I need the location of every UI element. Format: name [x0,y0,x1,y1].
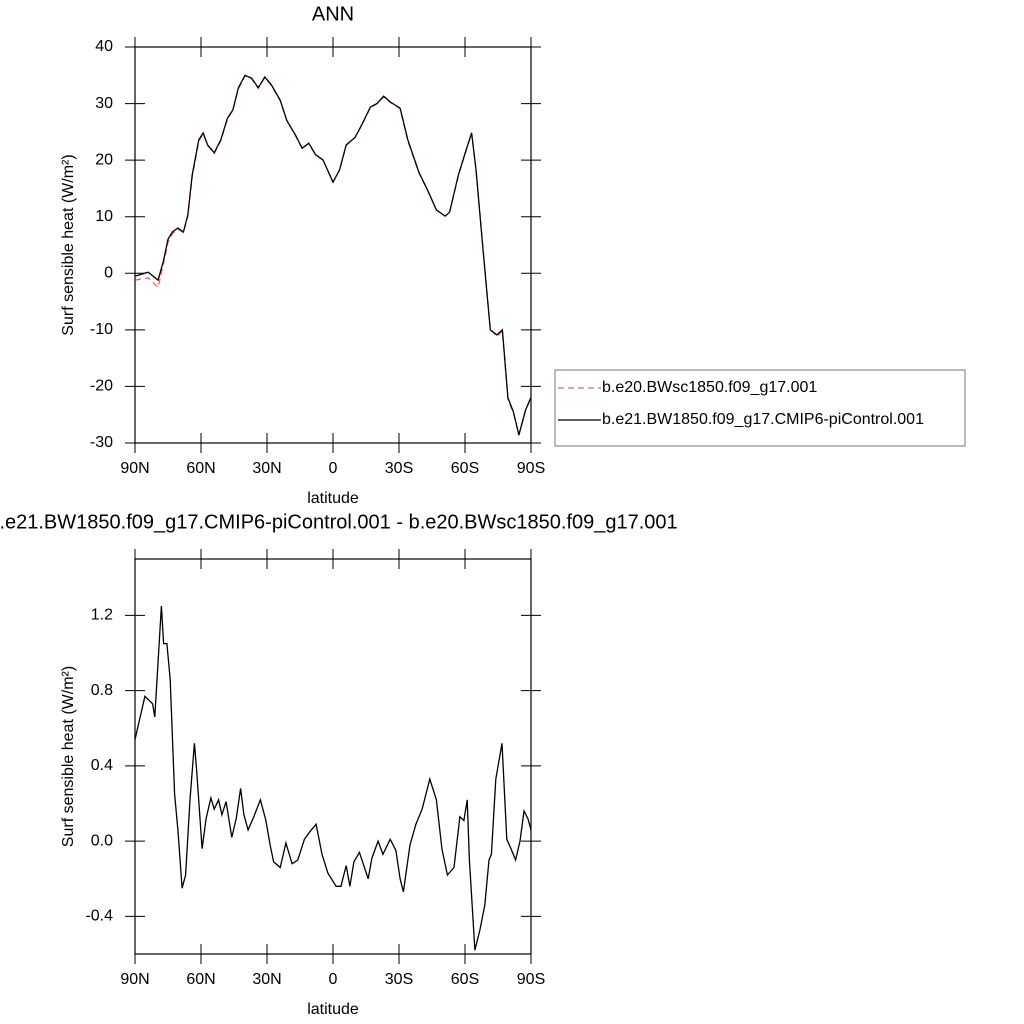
chart-title: b.e21.BW1850.f09_g17.CMIP6-piControl.001… [0,511,678,533]
y-axis-label: Surf sensible heat (W/m²) [60,154,77,335]
x-tick-label: 90N [120,971,149,988]
data-line [134,605,532,951]
data-line [134,75,532,437]
x-tick-label: 30S [385,971,413,988]
y-tick-label: 30 [95,95,113,112]
plot-frame [134,46,532,444]
x-axis-label: latitude [307,490,359,507]
x-tick-label: 0 [329,460,338,477]
y-tick-label: -20 [90,378,113,395]
chart-title: ANN [312,3,354,25]
y-tick-label: 20 [95,151,113,168]
y-tick-label: 0.4 [91,757,113,774]
x-tick-label: 30N [252,971,281,988]
y-tick-label: 0 [104,265,113,282]
y-tick-label: -0.4 [85,908,113,925]
y-tick-label: 40 [95,38,113,55]
y-axis-label: Surf sensible heat (W/m²) [60,666,77,847]
y-tick-label: 1.2 [91,607,113,624]
data-line [134,74,532,436]
y-tick-label: -10 [90,321,113,338]
y-tick-label: -30 [90,434,113,451]
x-axis-label: latitude [307,1001,359,1018]
y-tick-label: 0.0 [91,832,113,849]
legend-label: b.e21.BW1850.f09_g17.CMIP6-piControl.001 [602,411,924,428]
x-tick-label: 0 [329,971,338,988]
y-tick-label: 10 [95,208,113,225]
legend-label: b.e20.BWsc1850.f09_g17.001 [602,379,817,396]
x-tick-label: 90N [120,460,149,477]
x-tick-label: 30S [385,460,413,477]
x-tick-label: 60S [451,971,479,988]
y-tick-label: 0.8 [91,682,113,699]
x-tick-label: 60N [186,460,215,477]
x-tick-label: 90S [517,971,545,988]
x-tick-label: 60N [186,971,215,988]
x-tick-label: 60S [451,460,479,477]
legend-box [554,369,966,447]
x-tick-label: 30N [252,460,281,477]
x-tick-label: 90S [517,460,545,477]
